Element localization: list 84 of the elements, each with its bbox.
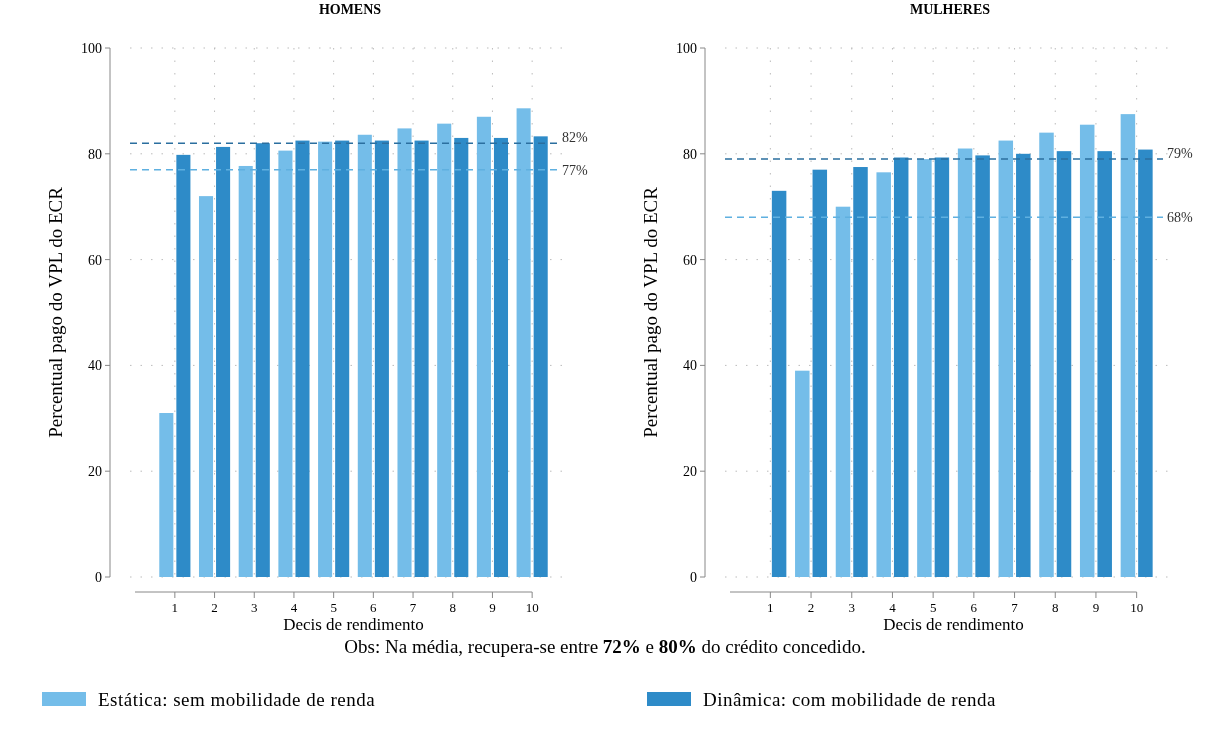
bar	[812, 169, 828, 577]
bar	[476, 116, 491, 577]
x-tick-label: 8	[1052, 600, 1059, 615]
bar	[533, 136, 548, 577]
bar	[255, 143, 270, 577]
bar	[771, 190, 787, 577]
x-tick-label: 6	[370, 600, 378, 615]
x-tick-label: 9	[489, 600, 496, 615]
bar	[1120, 114, 1136, 577]
x-tick-label: 10	[525, 600, 539, 615]
y-tick-label: 20	[88, 464, 102, 480]
x-tick-label: 7	[409, 600, 417, 615]
bar	[397, 128, 412, 577]
x-tick-label: 1	[767, 600, 774, 615]
x-tick-label: 5	[330, 600, 337, 615]
bar	[975, 155, 990, 577]
bar	[934, 157, 950, 577]
x-tick-label: 3	[848, 600, 855, 615]
text: Obs: Na média, recupera-se entre 72% e 80% do crédito concedido.	[344, 636, 866, 657]
y-tick-label: 80	[88, 146, 102, 162]
y-tick-label: 100	[81, 40, 102, 56]
x-tick-label: 2	[211, 600, 218, 615]
bar	[335, 140, 350, 577]
y-tick-label: 60	[683, 252, 697, 268]
x-tick-label: 9	[1092, 600, 1100, 615]
bar	[295, 140, 310, 577]
bar	[454, 137, 469, 577]
ref-line-label: 77%	[562, 162, 588, 178]
bar	[1056, 151, 1072, 577]
legend-label: Estática: sem mobilidade de renda	[98, 688, 376, 710]
bar	[493, 137, 509, 577]
x-tick-label: 10	[1130, 600, 1144, 615]
bar	[238, 165, 253, 577]
x-tick-label: 2	[807, 600, 815, 615]
bar	[357, 134, 372, 577]
y-axis-title: Percentual pago do VPL do ECR	[640, 186, 661, 438]
y-axis-title: Percentual pago do VPL do ECR	[45, 186, 66, 438]
y-tick-label: 20	[683, 464, 697, 480]
bar	[853, 167, 868, 577]
bar	[917, 159, 932, 577]
bar	[1138, 149, 1153, 577]
ref-line-label: 68%	[1167, 210, 1193, 226]
bar	[1016, 153, 1031, 577]
bar	[278, 150, 293, 577]
bar	[159, 413, 174, 577]
chart-title: HOMENS	[318, 2, 382, 17]
bar	[998, 140, 1014, 577]
bar	[216, 146, 231, 577]
chart-title: MULHERES	[909, 2, 991, 17]
x-tick-label: 3	[251, 600, 258, 615]
y-tick-label: 0	[690, 569, 697, 585]
x-tick-label: 4	[290, 600, 298, 615]
bar	[795, 370, 810, 577]
bar	[835, 206, 851, 577]
bar	[198, 196, 214, 577]
bar	[1079, 124, 1095, 577]
y-tick-label: 100	[676, 40, 697, 56]
bar	[516, 108, 531, 577]
y-tick-label: 40	[88, 358, 102, 374]
y-tick-label: 80	[683, 146, 697, 162]
bar	[318, 141, 333, 577]
bar	[414, 140, 429, 577]
y-tick-label: 60	[88, 252, 102, 268]
bar	[1097, 151, 1112, 577]
ref-line-label: 79%	[1167, 145, 1193, 161]
bar	[374, 140, 389, 577]
y-tick-label: 0	[95, 569, 102, 585]
bar	[1039, 132, 1054, 577]
x-axis-title: Decis de rendimento	[283, 615, 424, 634]
x-tick-label: 5	[929, 600, 937, 615]
x-tick-label: 1	[171, 600, 179, 615]
bar	[893, 157, 909, 577]
bar	[176, 154, 191, 577]
bar	[437, 123, 452, 577]
y-tick-label: 40	[683, 358, 697, 374]
bar	[876, 172, 891, 577]
x-axis-title: Decis de rendimento	[883, 615, 1024, 634]
x-tick-label: 7	[1011, 600, 1019, 615]
bar	[957, 148, 973, 577]
x-tick-label: 8	[449, 600, 456, 615]
x-tick-label: 4	[889, 600, 897, 615]
legend-label: Dinâmica: com mobilidade de renda	[703, 688, 997, 710]
ref-line-label: 82%	[562, 130, 588, 146]
x-tick-label: 6	[970, 600, 978, 615]
